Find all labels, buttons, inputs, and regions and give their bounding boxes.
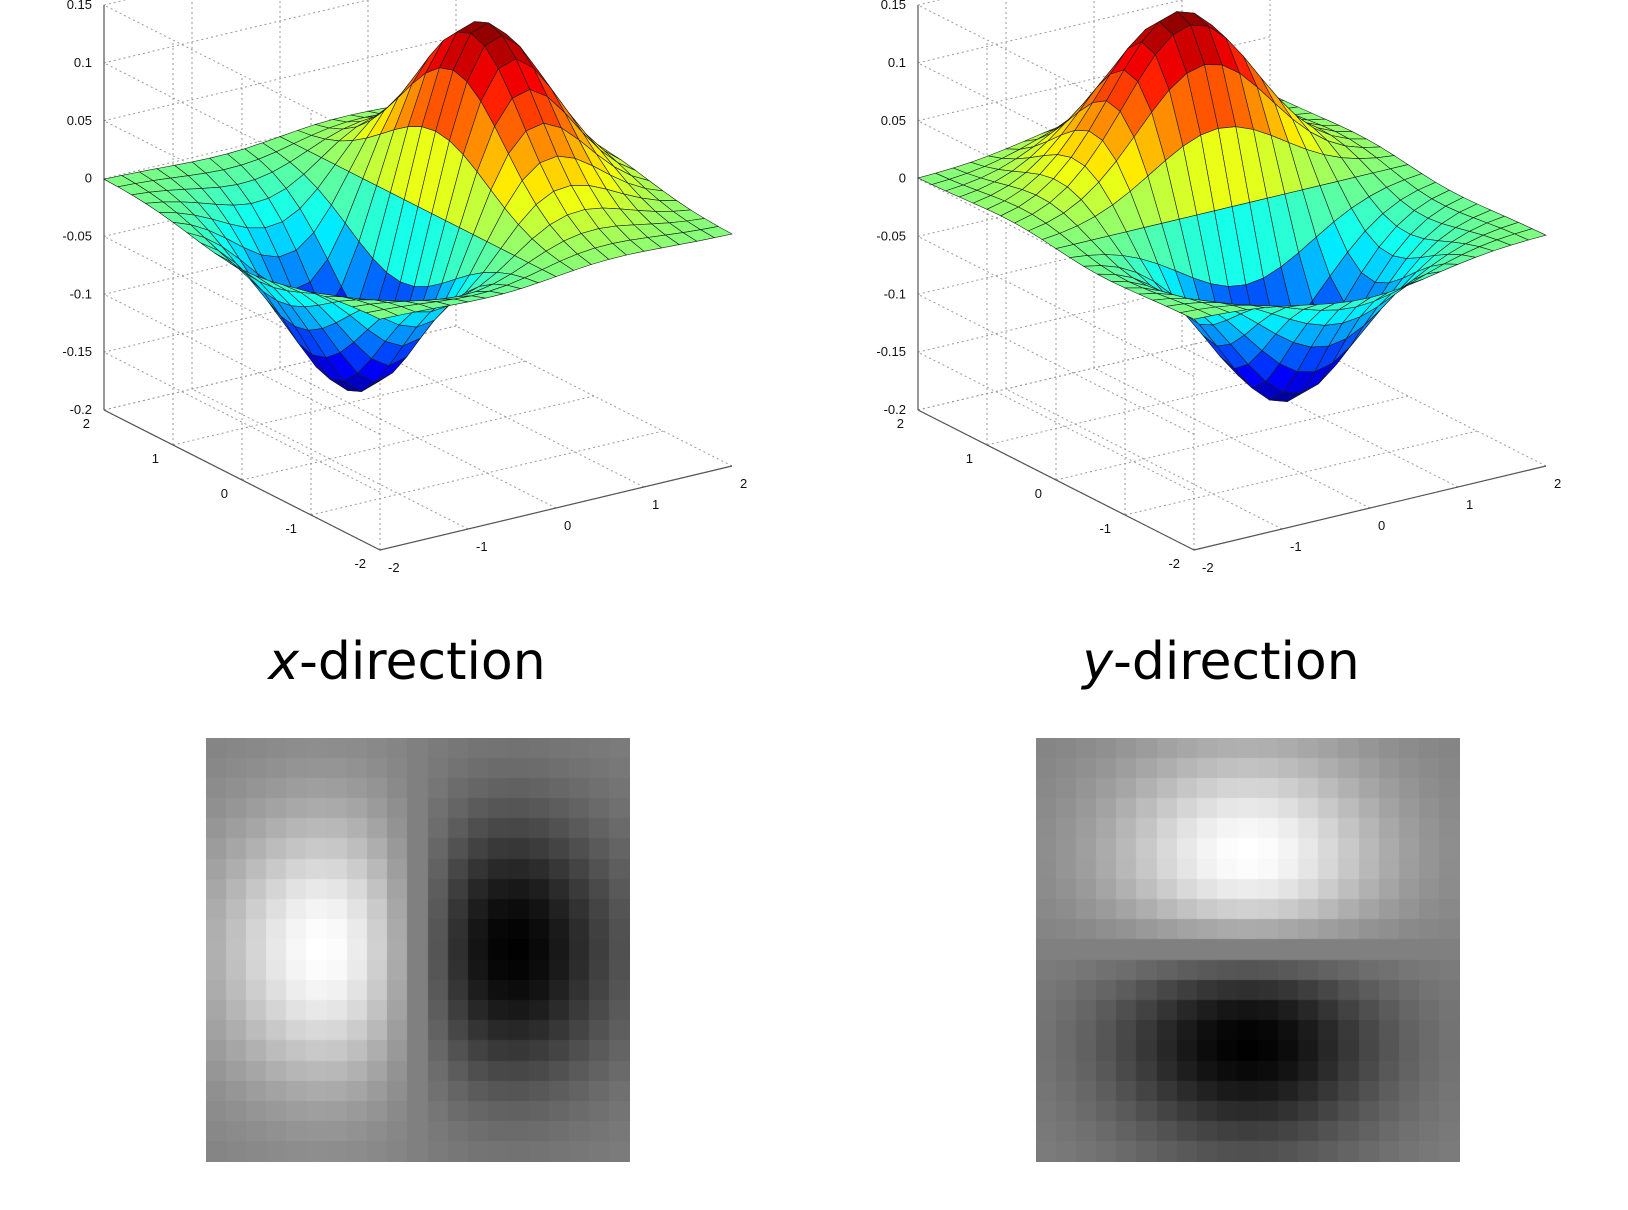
y-tick-label: 1 — [966, 451, 973, 466]
x-tick-label: 2 — [740, 476, 747, 491]
z-tick-label: -0.2 — [884, 402, 906, 417]
z-tick-label: -0.15 — [62, 344, 92, 359]
y-tick-label: 2 — [897, 416, 904, 431]
grid-line — [103, 351, 381, 493]
y-tick-label: -2 — [354, 556, 366, 571]
grid-line — [310, 430, 664, 516]
y-axis-line — [917, 409, 1195, 551]
x-direction-surface-plot: 0.15 0.1 0.05 0 -0.05 -0.1 -0.15 -0.2 -2 -1 0 1 2 2 1 0… — [0, 0, 814, 610]
surface-group — [917, 11, 1547, 402]
grid-line — [917, 351, 1195, 493]
grid-line — [917, 0, 1184, 64]
y-tick-label: -1 — [1099, 521, 1111, 536]
surface-plot-svg: 0.15 0.1 0.05 0 -0.05 -0.1 -0.15 -0.2 -2 -1 0 1 2 2 1 0… — [876, 0, 1561, 575]
surface-patch — [365, 309, 399, 320]
x-axis-line — [1193, 465, 1547, 551]
z-tick-label: -0.2 — [70, 402, 92, 417]
caption-text: -direction — [1113, 632, 1360, 692]
z-tick-label: 0.05 — [67, 113, 92, 128]
z-tick-label: 0 — [85, 171, 92, 186]
surface-plot-svg: 0.15 0.1 0.05 0 -0.05 -0.1 -0.15 -0.2 -2 -1 0 1 2 2 1 0… — [62, 0, 747, 575]
y-direction-surface-plot: 0.15 0.1 0.05 0 -0.05 -0.1 -0.15 -0.2 -2 -1 0 1 2 2 1 0… — [814, 0, 1628, 610]
grid-line — [1181, 346, 1459, 488]
tick-labels: 0.15 0.1 0.05 0 -0.05 -0.1 -0.15 -0.2 -2 -1 0 1 2 2 1 0… — [62, 0, 747, 575]
y-tick-label: 2 — [83, 416, 90, 431]
grid-line — [1093, 367, 1371, 509]
z-tick-label: 0.1 — [74, 55, 92, 70]
grid-line — [1124, 430, 1478, 516]
grid-line — [367, 346, 645, 488]
z-tick-label: 0.1 — [888, 55, 906, 70]
z-tick-label: -0.05 — [62, 228, 92, 243]
y-direction-kernel-image — [1036, 738, 1460, 1162]
kernel-canvas — [1036, 738, 1460, 1162]
x-direction-kernel-image — [206, 738, 630, 1162]
x-tick-label: -2 — [388, 560, 400, 575]
tick-labels: 0.15 0.1 0.05 0 -0.05 -0.1 -0.15 -0.2 -2 -1 0 1 2 2 1 0… — [876, 0, 1561, 575]
y-tick-label: 0 — [1035, 486, 1042, 501]
y-tick-label: 1 — [152, 451, 159, 466]
kernel-canvas — [206, 738, 630, 1162]
x-tick-label: 2 — [1554, 476, 1561, 491]
z-tick-label: 0.15 — [881, 0, 906, 12]
grid-line — [103, 0, 370, 64]
x-tick-label: -2 — [1202, 560, 1214, 575]
z-tick-label: 0 — [899, 171, 906, 186]
z-tick-label: -0.1 — [70, 286, 92, 301]
surface-group — [103, 21, 733, 392]
grid-line — [1055, 395, 1409, 481]
z-tick-label: 0.15 — [67, 0, 92, 12]
grid-line — [172, 360, 526, 446]
surface-patch — [1179, 309, 1213, 320]
grid-line — [279, 367, 557, 509]
caption-text: -direction — [299, 632, 546, 692]
z-tick-label: 0.05 — [881, 113, 906, 128]
caption-x-direction: x-direction — [0, 632, 814, 692]
x-axis-line — [379, 465, 733, 551]
y-axis-line — [103, 409, 381, 551]
x-tick-label: 1 — [652, 497, 659, 512]
x-tick-label: 0 — [564, 518, 571, 533]
caption-variable: x — [268, 632, 300, 692]
x-tick-label: -1 — [476, 539, 488, 554]
z-tick-label: -0.05 — [876, 228, 906, 243]
caption-y-direction: y-direction — [814, 632, 1628, 692]
grid-line — [103, 36, 457, 122]
x-tick-label: -1 — [1290, 539, 1302, 554]
z-tick-label: -0.1 — [884, 286, 906, 301]
grid-line — [241, 395, 595, 481]
y-tick-label: -2 — [1168, 556, 1180, 571]
grid-line — [917, 293, 1195, 435]
grid-line — [103, 293, 381, 435]
x-tick-label: 1 — [1466, 497, 1473, 512]
grid-line — [1005, 388, 1283, 530]
grid-line — [917, 236, 1195, 377]
y-tick-label: -1 — [285, 521, 297, 536]
grid-line — [1269, 325, 1547, 467]
y-tick-label: 0 — [221, 486, 228, 501]
grid-line — [191, 388, 469, 530]
z-tick-label: -0.15 — [876, 344, 906, 359]
caption-variable: y — [1082, 632, 1114, 692]
grid-line — [455, 325, 733, 467]
x-tick-label: 0 — [1378, 518, 1385, 533]
